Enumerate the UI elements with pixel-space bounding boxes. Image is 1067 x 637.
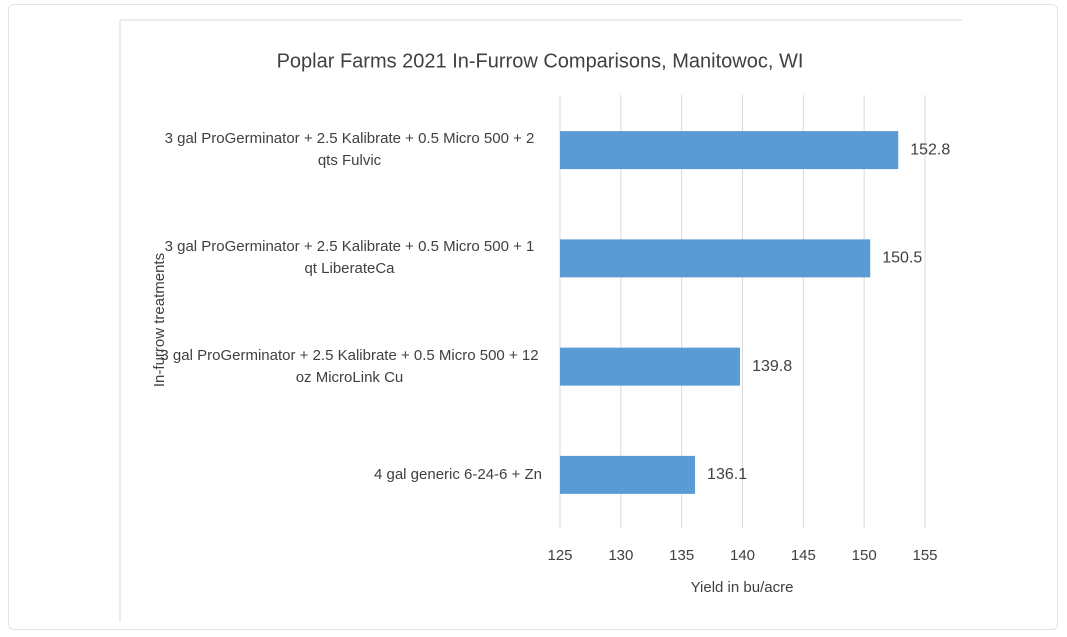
bar — [560, 239, 871, 278]
category-text: 3 gal ProGerminator + 2.5 Kalibrate + 0.… — [160, 346, 539, 386]
category-text: 3 gal ProGerminator + 2.5 Kalibrate + 0.… — [164, 238, 535, 278]
category-text: 3 gal ProGerminator + 2.5 Kalibrate + 0.… — [164, 130, 535, 170]
x-tick-label: 135 — [669, 547, 694, 564]
chart-title: Poplar Farms 2021 In-Furrow Comparisons,… — [277, 50, 804, 72]
bar — [560, 455, 696, 494]
y-tick-label: 3 gal ProGerminator + 2.5 Kalibrate + 0.… — [122, 236, 542, 280]
frame — [8, 4, 1058, 630]
value-label: 150.5 — [882, 250, 922, 267]
value-label: 139.8 — [752, 358, 792, 375]
x-tick-label: 130 — [608, 547, 633, 564]
y-tick-label: 3 gal ProGerminator + 2.5 Kalibrate + 0.… — [122, 128, 542, 172]
bar — [560, 131, 899, 170]
category-text: 4 gal generic 6-24-6 + Zn — [373, 465, 542, 483]
x-tick-label: 140 — [730, 547, 755, 564]
bar — [560, 347, 741, 386]
y-axis-label: In-furrow treatments — [151, 253, 168, 387]
x-tick-label: 150 — [852, 547, 877, 564]
y-tick-label: 4 gal generic 6-24-6 + Zn — [122, 464, 542, 486]
y-tick-label: 3 gal ProGerminator + 2.5 Kalibrate + 0.… — [122, 345, 542, 389]
value-label: 136.1 — [707, 466, 747, 483]
value-label: 152.8 — [910, 141, 950, 158]
x-tick-label: 155 — [912, 547, 937, 564]
x-axis-label: Yield in bu/acre — [691, 579, 794, 596]
x-tick-label: 145 — [791, 547, 816, 564]
x-tick-label: 125 — [547, 547, 572, 564]
